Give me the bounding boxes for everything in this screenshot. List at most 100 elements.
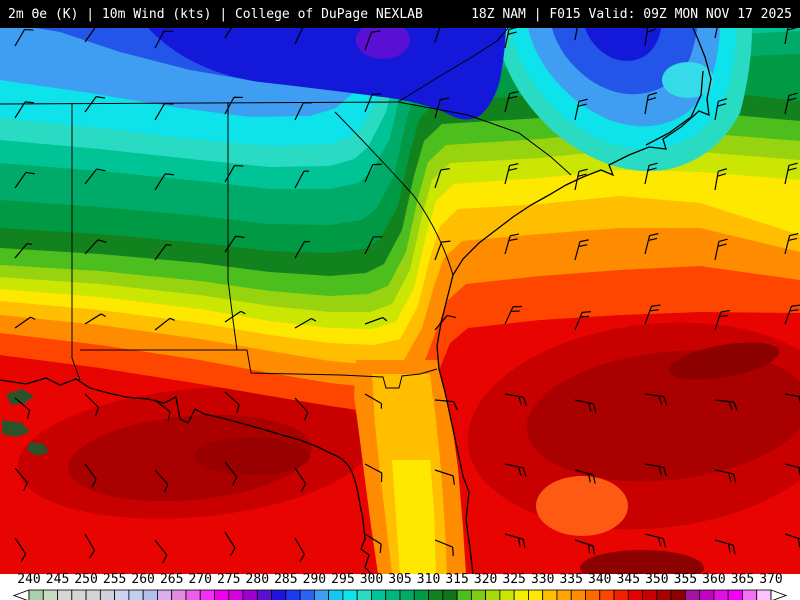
colorbar-segment <box>271 589 287 600</box>
wind-barb <box>14 467 28 491</box>
wind-barb <box>364 463 383 482</box>
wind-barb <box>574 239 589 261</box>
wind-barb <box>154 539 168 564</box>
state-borders <box>0 28 572 389</box>
wind-barb <box>224 96 243 115</box>
map-canvas <box>0 28 800 574</box>
colorbar-segment <box>470 589 487 600</box>
colorbar-tick-label: 250 <box>74 572 98 587</box>
wind-barb <box>14 316 36 329</box>
wind-barb <box>784 28 798 45</box>
colorbar-tick-label: 255 <box>102 572 127 587</box>
colorbar-tick-label: 280 <box>245 572 270 587</box>
wind-barb <box>644 92 658 115</box>
atlantic-orange-red-patch <box>536 476 628 536</box>
wind-barb <box>574 311 592 331</box>
wind-barb <box>644 162 658 185</box>
wind-barb <box>504 393 527 407</box>
colorbar-tick-label: 300 <box>359 572 384 587</box>
wind-barb <box>154 469 169 493</box>
wind-barb <box>364 163 382 183</box>
border-nc-tn <box>397 28 509 103</box>
valid-time-label: 18Z NAM | F015 Valid: 09Z MON NOV 17 202… <box>471 6 792 22</box>
colorbar-tick-row: 240 245 250 255 260 265 270 275 280 285 290 295 300 3… <box>0 573 800 586</box>
colorbar-segment <box>328 589 344 600</box>
border-fl-north <box>80 349 438 389</box>
border-ga-sc <box>334 111 454 276</box>
colorbar-segment <box>171 589 187 600</box>
colorbar-tick-label: 265 <box>159 572 184 587</box>
theta-band-dark-blue <box>148 28 506 120</box>
colorbar-segment <box>513 589 529 600</box>
colorbar-tick-label: 370 <box>759 572 783 587</box>
wind-barb <box>154 399 171 421</box>
atlantic-coastline <box>436 28 712 574</box>
wind-barb <box>434 469 455 485</box>
wind-barb <box>434 97 450 119</box>
product-title: 2m Θe (K) | 10m Wind (kts) | College of … <box>8 6 423 22</box>
colorbar-tick-label: 315 <box>445 572 469 587</box>
colorbar-segment <box>285 589 301 600</box>
nc-blue-lobe <box>552 28 697 95</box>
colorbar-segment <box>428 589 444 600</box>
wind-barb <box>224 235 245 253</box>
theta-minimum-violet <box>356 28 410 59</box>
wind-barb <box>294 537 306 563</box>
colorbar-tick-label: 260 <box>131 572 155 587</box>
colorbar-segment <box>114 589 130 600</box>
wind-barb <box>574 168 588 191</box>
colorbar-tick-label: 270 <box>188 572 212 587</box>
colorbar-tick-label: 355 <box>673 572 698 587</box>
wind-barb <box>294 240 310 259</box>
wind-barb <box>434 539 454 557</box>
colorbar-segment <box>157 589 173 600</box>
wind-barb <box>784 92 798 115</box>
wind-barb <box>434 314 457 331</box>
colorbar-tick-label: 350 <box>645 572 669 587</box>
wind-barb <box>84 533 96 559</box>
colorbar-segment <box>299 589 315 600</box>
wind-barb <box>784 393 800 407</box>
gulf-coastline <box>0 377 372 574</box>
wind-barb <box>84 168 106 185</box>
wind-barb <box>224 461 238 486</box>
wind-barb <box>644 463 667 477</box>
wind-barb <box>294 170 310 189</box>
wind-barb <box>14 101 35 119</box>
wind-barb <box>154 317 175 331</box>
colorbar-segment <box>356 589 372 600</box>
wind-barb <box>14 242 33 259</box>
wind-barb <box>574 469 596 484</box>
wind-barb <box>784 162 798 185</box>
wind-barb <box>294 28 312 45</box>
wind-barb <box>224 531 236 557</box>
wind-barb <box>714 399 738 411</box>
colorbar-segment <box>185 589 201 600</box>
colorbar-segment <box>542 589 558 600</box>
wind-barb <box>84 96 106 113</box>
wind-barb <box>14 171 35 189</box>
wind-barb <box>294 397 309 421</box>
colorbar-segment <box>456 589 472 600</box>
wind-barb <box>434 240 451 261</box>
wind-barb <box>714 98 728 121</box>
wind-barb <box>714 238 728 261</box>
colorbar-segment <box>570 589 586 600</box>
colorbar-segment <box>228 589 244 600</box>
colorbar-tick-label: 340 <box>588 572 612 587</box>
colorbar-segment <box>128 589 144 600</box>
colorbar-segment <box>742 589 758 600</box>
colorbar-segment <box>699 589 715 600</box>
colorbar-tick-label: 345 <box>616 572 641 587</box>
wind-barb <box>294 317 317 329</box>
wind-barb <box>644 304 661 325</box>
wind-barb <box>644 28 657 47</box>
colorbar-segment <box>585 589 601 600</box>
wind-barb <box>714 310 730 331</box>
colorbar-tick-label: 325 <box>502 572 526 587</box>
wind-barb <box>434 399 458 411</box>
colorbar-segment <box>99 589 116 600</box>
border-nc-sc <box>397 101 572 176</box>
coastline <box>0 28 712 574</box>
